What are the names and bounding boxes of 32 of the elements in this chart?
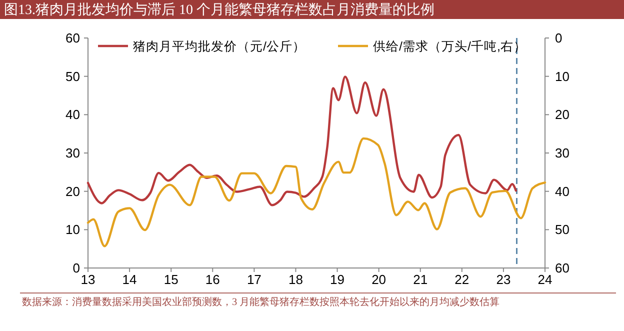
y-tick-label: 50: [66, 68, 80, 84]
y-tick-label: 20: [66, 184, 80, 199]
y2-tick-label: 0: [555, 30, 562, 46]
y-tick-label: 60: [66, 30, 80, 46]
y-tick-label: 10: [66, 222, 80, 238]
y2-tick-label: 10: [555, 68, 570, 84]
x-tick-label: 22: [454, 272, 470, 287]
y-tick-label: 30: [66, 146, 80, 161]
source-note: 数据来源：消费量数据采用美国农业部预测数，3 月能繁母猪存栏数按照本轮去化开始以来的月均减少数估算: [22, 296, 500, 308]
x-tick-label: 14: [122, 272, 137, 287]
legend-label: 供给/需求（万头/千吨,右）: [373, 39, 526, 54]
legend-label: 猪肉月平均批发价（元/公斤）: [133, 39, 306, 54]
chart-title: 图13.猪肉月批发均价与滞后 10 个月能繁母猪存栏数占月消费量的比例: [4, 2, 434, 18]
x-tick-label: 16: [205, 272, 220, 287]
x-tick-label: 21: [413, 272, 428, 287]
y-tick-label: 0: [72, 260, 80, 276]
y2-tick-label: 40: [555, 184, 570, 199]
y2-tick-label: 20: [555, 107, 570, 122]
x-tick-label: 19: [330, 272, 345, 287]
x-tick-label: 18: [288, 272, 303, 287]
x-tick-label: 17: [246, 272, 262, 287]
x-tick-label: 20: [372, 272, 386, 287]
line-series: [86, 76, 518, 206]
y2-tick-label: 50: [555, 222, 570, 238]
x-tick-label: 24: [538, 272, 552, 287]
x-tick-label: 13: [80, 272, 96, 287]
y2-tick-label: 30: [555, 146, 570, 161]
y-tick-label: 40: [66, 107, 80, 122]
line-series: [86, 137, 546, 248]
x-tick-label: 23: [496, 272, 511, 287]
y2-tick-label: 60: [555, 260, 570, 276]
x-tick-label: 15: [164, 272, 178, 287]
